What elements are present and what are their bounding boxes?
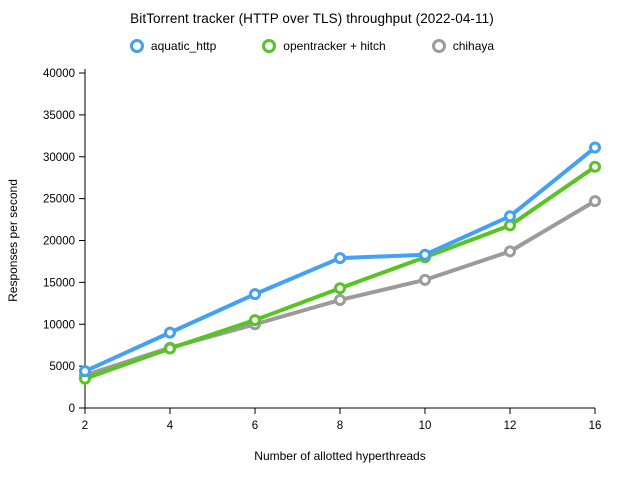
series-marker-1 [334,282,346,295]
chart-canvas: 0 5000 10000 15000 20000 25000 30000 35000 40000… [6,68,602,463]
series-marker-0 [419,248,431,261]
y-tick-label: 40000 [43,68,75,80]
legend-marker-icon [262,39,277,53]
series-marker-1 [504,219,516,232]
y-tick-label: 25000 [43,194,75,206]
legend-item-chihaya: chihaya [431,39,495,53]
series-marker-2 [419,273,431,286]
series-marker-2 [504,245,516,258]
y-tick-label: 0 [69,403,75,415]
legend-label: chihaya [452,39,495,53]
series-marker-0 [79,365,91,378]
series-marker-2 [589,195,601,208]
legend-label: aquatic_http [150,39,217,53]
y-axis-title: Responses per second [6,179,20,302]
series-marker-2 [334,293,346,306]
legend-label: opentracker + hitch [283,39,386,53]
y-tick-label: 5000 [49,361,75,373]
x-tick-label: 16 [589,420,602,432]
y-tick-label: 20000 [43,236,75,248]
series-marker-1 [164,342,176,355]
series-marker-0 [334,252,346,265]
y-tick-label: 15000 [43,277,75,289]
x-tick-label: 2 [82,420,88,432]
legend-marker-icon [129,39,144,53]
series-marker-1 [589,160,601,173]
series-marker-0 [589,141,601,154]
series-marker-0 [249,288,261,301]
plot-area: 0 5000 10000 15000 20000 25000 30000 35000 40000… [0,60,624,477]
series-marker-0 [164,326,176,339]
y-tick-label: 30000 [43,152,75,164]
x-tick-label: 8 [337,420,343,432]
chart-title: BitTorrent tracker (HTTP over TLS) throu… [130,11,494,26]
chart-legend: aquatic_http opentracker + hitch chihaya [0,39,624,53]
series-line-1 [83,164,597,381]
x-tick-label: 6 [252,420,258,432]
x-axis-title: Number of allotted hyperthreads [254,449,425,463]
y-tick-label: 35000 [43,110,75,122]
legend-marker-icon [431,39,446,53]
legend-item-opentracker-hitch: opentracker + hitch [262,39,386,53]
x-tick-label: 10 [419,420,432,432]
x-tick-label: 12 [504,420,517,432]
series-marker-1 [249,314,261,327]
series-marker-0 [504,210,516,223]
x-tick-label: 4 [167,420,174,432]
y-tick-label: 10000 [43,319,75,331]
legend-item-aquatic-http: aquatic_http [129,39,217,53]
